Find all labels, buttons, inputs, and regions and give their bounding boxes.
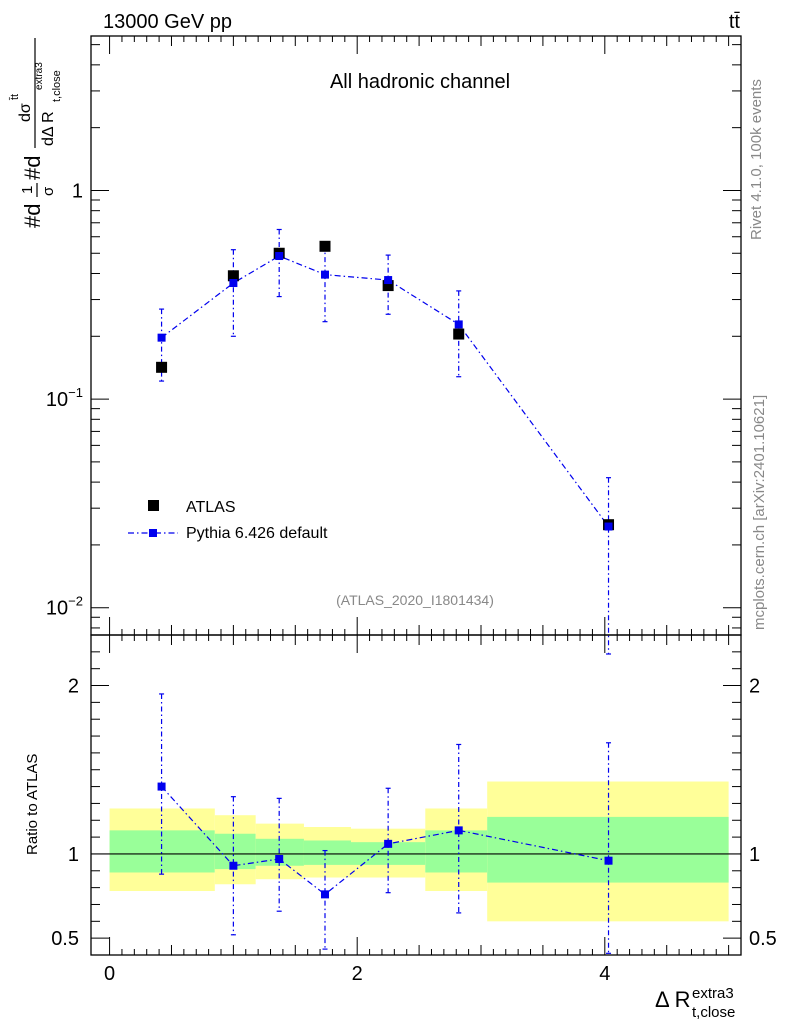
ylabel-prefix: #d [20,204,45,228]
pythia-point [157,333,166,342]
ratio-point [157,782,166,791]
pythia-point [384,276,393,285]
pythia-point [604,522,613,531]
legend: ATLAS Pythia 6.426 default [128,499,328,542]
ylabel-den: dΔ R [40,111,57,146]
pythia-line [161,255,610,527]
energy-label: 13000 GeV pp [103,11,232,33]
ratio-panel: 0.5 0.5 1 1 2 2 0 2 4 [51,634,777,985]
x-tick-label: 2 [352,963,363,985]
legend-atlas-marker [148,500,159,511]
ylabel-mid: #d [20,156,45,180]
legend-pythia-label: Pythia 6.426 default [186,525,328,542]
channel-title: All hadronic channel [330,71,510,93]
ratio-y-tick-label: 1 [68,844,79,866]
ratio-point [229,861,238,870]
ratio-axes: 0.5 0.5 1 1 2 2 0 2 4 [51,634,777,985]
ylabel-num: dσ [17,103,34,122]
atlas-point [156,361,168,373]
ratio-point [384,839,393,848]
ratio-frame [90,634,742,956]
legend-pythia-marker [149,529,157,537]
ratio-bands [91,781,741,922]
rivet-label: Rivet 4.1.0, 100k events [748,79,765,240]
main-ylabel: #d 1 σ #d dσ t̄t dΔ R t,close extra3 [9,38,63,228]
y-tick-label: 1 [72,180,83,202]
main-frame [90,35,742,636]
y-tick-label: 10−2 [46,594,83,620]
process-label: tt̄ [729,11,741,33]
xlabel-sup: extra3 [692,985,734,1002]
ratio-marks [157,693,613,954]
xlabel: Δ R t,close extra3 [655,985,735,1021]
ratio-y-tick-label-right: 1 [749,844,760,866]
ratio-y-tick-label: 2 [68,676,79,698]
pythia-point [275,252,284,261]
main-axes: 1 10−1 10−2 [46,35,742,636]
ratio-y-tick-label-right: 2 [749,676,760,698]
y-tick-label: 10−1 [46,385,83,411]
ylabel-num-sup: t̄t [9,94,21,101]
main-panel: 1 10−1 10−2 [46,35,742,655]
ratio-y-tick-label-right: 0.5 [749,928,777,950]
ratio-point [604,856,613,865]
x-tick-label: 4 [599,963,610,985]
ylabel-sigma: σ [40,186,57,196]
pythia-point [229,279,238,288]
ratio-point [321,890,329,899]
band-inner [487,816,729,883]
x-tick-label: 0 [104,963,115,985]
xlabel-main: Δ R [655,987,690,1012]
ratio-y-tick-label: 0.5 [51,928,79,950]
band-inner [109,830,215,873]
atlas-point [453,328,465,340]
ylabel-den-sub: t,close [51,70,63,102]
ratio-ylabel: Ratio to ATLAS [24,754,41,855]
main-marks [156,228,615,655]
pythia-point [454,320,463,329]
atlas-point [319,240,331,252]
atlas-point [382,280,394,292]
analysis-id: (ATLAS_2020_I1801434) [336,592,494,608]
ratio-point [275,855,284,863]
ylabel-frac-num: 1 [19,186,36,194]
ylabel-den-sup: extra3 [34,62,45,90]
xlabel-sub: t,close [692,1004,735,1021]
pythia-point [321,270,329,279]
legend-atlas-label: ATLAS [186,499,236,516]
mcplots-label: mcplots.cern.ch [arXiv:2401.10621] [751,395,768,630]
band-inner [425,830,488,873]
atlas-point [227,270,239,282]
band-inner [303,840,351,865]
ratio-point [454,826,463,835]
